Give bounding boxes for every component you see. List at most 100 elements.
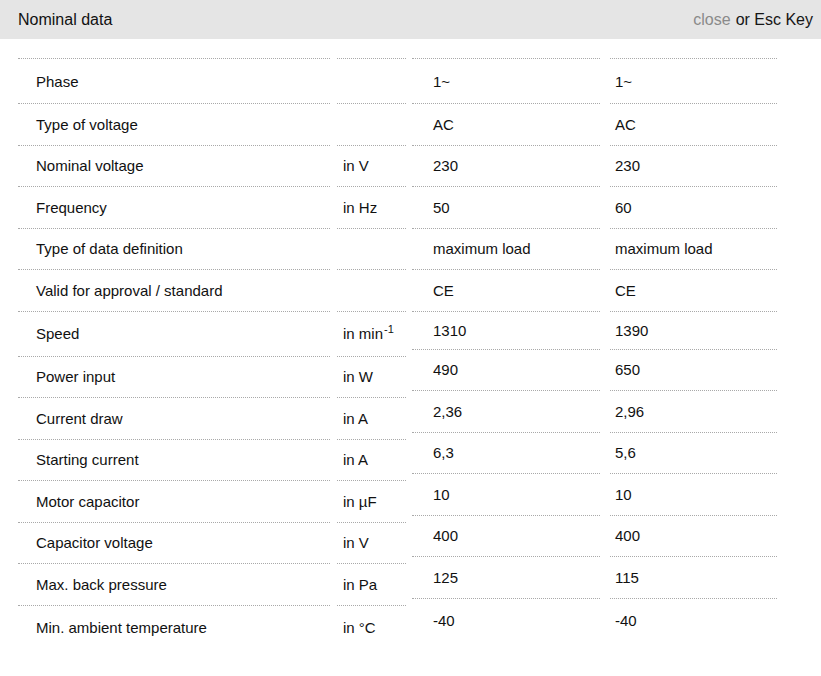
- table-row: 5060: [412, 186, 777, 228]
- param-unit: [337, 269, 406, 311]
- value-col1: 400: [412, 515, 600, 557]
- value-col1: 230: [412, 145, 600, 187]
- table-row: 6,35,6: [412, 432, 777, 474]
- param-unit-text: in Hz: [343, 199, 377, 216]
- table-row: 230230: [412, 145, 777, 187]
- table-row: Capacitor voltage in V: [18, 522, 406, 564]
- table-row: Frequency in Hz: [18, 186, 406, 228]
- value-col1: CE: [412, 269, 600, 311]
- page-title: Nominal data: [18, 11, 112, 29]
- table-row: Min. ambient temperature in °C: [18, 605, 406, 650]
- value-col2: 400: [610, 515, 777, 557]
- table-row: Power input in W: [18, 356, 406, 398]
- table-row: 490650: [412, 349, 777, 391]
- param-label: Capacitor voltage: [18, 522, 330, 564]
- param-unit-text: in W: [343, 368, 373, 385]
- param-unit: in Hz: [337, 186, 406, 228]
- value-col1: 125: [412, 556, 600, 598]
- param-label: Nominal voltage: [18, 145, 330, 187]
- table-row: 1010: [412, 473, 777, 515]
- param-unit: in A: [337, 397, 406, 439]
- table-row: 400400: [412, 515, 777, 557]
- value-col2: 115: [610, 556, 777, 598]
- table-row: Max. back pressure in Pa: [18, 563, 406, 605]
- param-unit-text: in °C: [343, 619, 376, 636]
- header-bar: Nominal data close or Esc Key: [0, 0, 821, 39]
- table-row: 1310 1390: [412, 311, 777, 349]
- table-row: Speedin min-1: [18, 311, 406, 356]
- table-row: CECE: [412, 269, 777, 311]
- table-row: ACAC: [412, 103, 777, 145]
- param-unit: in A: [337, 439, 406, 481]
- param-unit: in °C: [337, 605, 406, 650]
- esc-key-hint: or Esc Key: [736, 11, 813, 28]
- value-col1: 490: [412, 349, 600, 391]
- value-col2: -40: [610, 598, 777, 643]
- param-label: Type of voltage: [18, 103, 330, 145]
- param-unit: [337, 103, 406, 145]
- param-unit: in V: [337, 145, 406, 187]
- param-unit: [337, 228, 406, 270]
- value-col1: 6,3: [412, 432, 600, 474]
- values-table: 1~1~ACAC2302305060maximum loadmaximum lo…: [412, 58, 777, 643]
- param-unit: in W: [337, 356, 406, 398]
- value-col2: 2,96: [610, 390, 777, 432]
- value-col2: maximum load: [610, 228, 777, 270]
- value-col2: 650: [610, 349, 777, 391]
- param-unit-text: in µF: [343, 493, 377, 510]
- param-label: Speed: [18, 311, 330, 356]
- close-controls: close or Esc Key: [693, 11, 813, 29]
- value-col1: 1310: [412, 311, 600, 349]
- param-unit-text: in A: [343, 410, 368, 427]
- param-unit: in V: [337, 522, 406, 564]
- param-unit-text: in min: [343, 325, 383, 342]
- table-row: 2,362,96: [412, 390, 777, 432]
- table-row: maximum loadmaximum load: [412, 228, 777, 270]
- table-row: 1~1~: [412, 58, 777, 103]
- value-col1: maximum load: [412, 228, 600, 270]
- table-row: Starting current in A: [18, 439, 406, 481]
- param-label: Power input: [18, 356, 330, 398]
- param-unit: in µF: [337, 480, 406, 522]
- param-unit: in min-1: [337, 311, 406, 356]
- table-row: Phase: [18, 58, 406, 103]
- table-row: Motor capacitor in µF: [18, 480, 406, 522]
- param-label: Motor capacitor: [18, 480, 330, 522]
- table-row: Valid for approval / standard: [18, 269, 406, 311]
- param-unit-text: in V: [343, 157, 369, 174]
- value-col2: AC: [610, 103, 777, 145]
- param-label: Valid for approval / standard: [18, 269, 330, 311]
- param-label: Starting current: [18, 439, 330, 481]
- close-link[interactable]: close: [693, 11, 730, 28]
- param-unit: [337, 58, 406, 103]
- value-col2: 1390: [610, 311, 777, 349]
- table-row: Current draw in A: [18, 397, 406, 439]
- value-col1: 10: [412, 473, 600, 515]
- param-unit-text: in A: [343, 451, 368, 468]
- value-col2: 5,6: [610, 432, 777, 474]
- table-row: 125115: [412, 556, 777, 598]
- param-unit-text: in V: [343, 534, 369, 551]
- value-col2: 1~: [610, 58, 777, 103]
- value-col1: 50: [412, 186, 600, 228]
- value-col2: 10: [610, 473, 777, 515]
- value-col2: 60: [610, 186, 777, 228]
- value-col1: 1~: [412, 58, 600, 103]
- value-col1: AC: [412, 103, 600, 145]
- param-label: Phase: [18, 58, 330, 103]
- param-label: Min. ambient temperature: [18, 605, 330, 650]
- value-col2: CE: [610, 269, 777, 311]
- table-row: Type of data definition: [18, 228, 406, 270]
- table-row: Nominal voltage in V: [18, 145, 406, 187]
- value-col1: 2,36: [412, 390, 600, 432]
- labels-units-table: PhaseType of voltageNominal voltage in V F…: [18, 58, 406, 650]
- nominal-data-table: PhaseType of voltageNominal voltage in V F…: [18, 58, 821, 650]
- param-unit: in Pa: [337, 563, 406, 605]
- param-label: Type of data definition: [18, 228, 330, 270]
- param-label: Current draw: [18, 397, 330, 439]
- value-col1: -40: [412, 598, 600, 643]
- param-unit-text: in Pa: [343, 576, 377, 593]
- table-row: -40-40: [412, 598, 777, 643]
- param-label: Max. back pressure: [18, 563, 330, 605]
- param-label: Frequency: [18, 186, 330, 228]
